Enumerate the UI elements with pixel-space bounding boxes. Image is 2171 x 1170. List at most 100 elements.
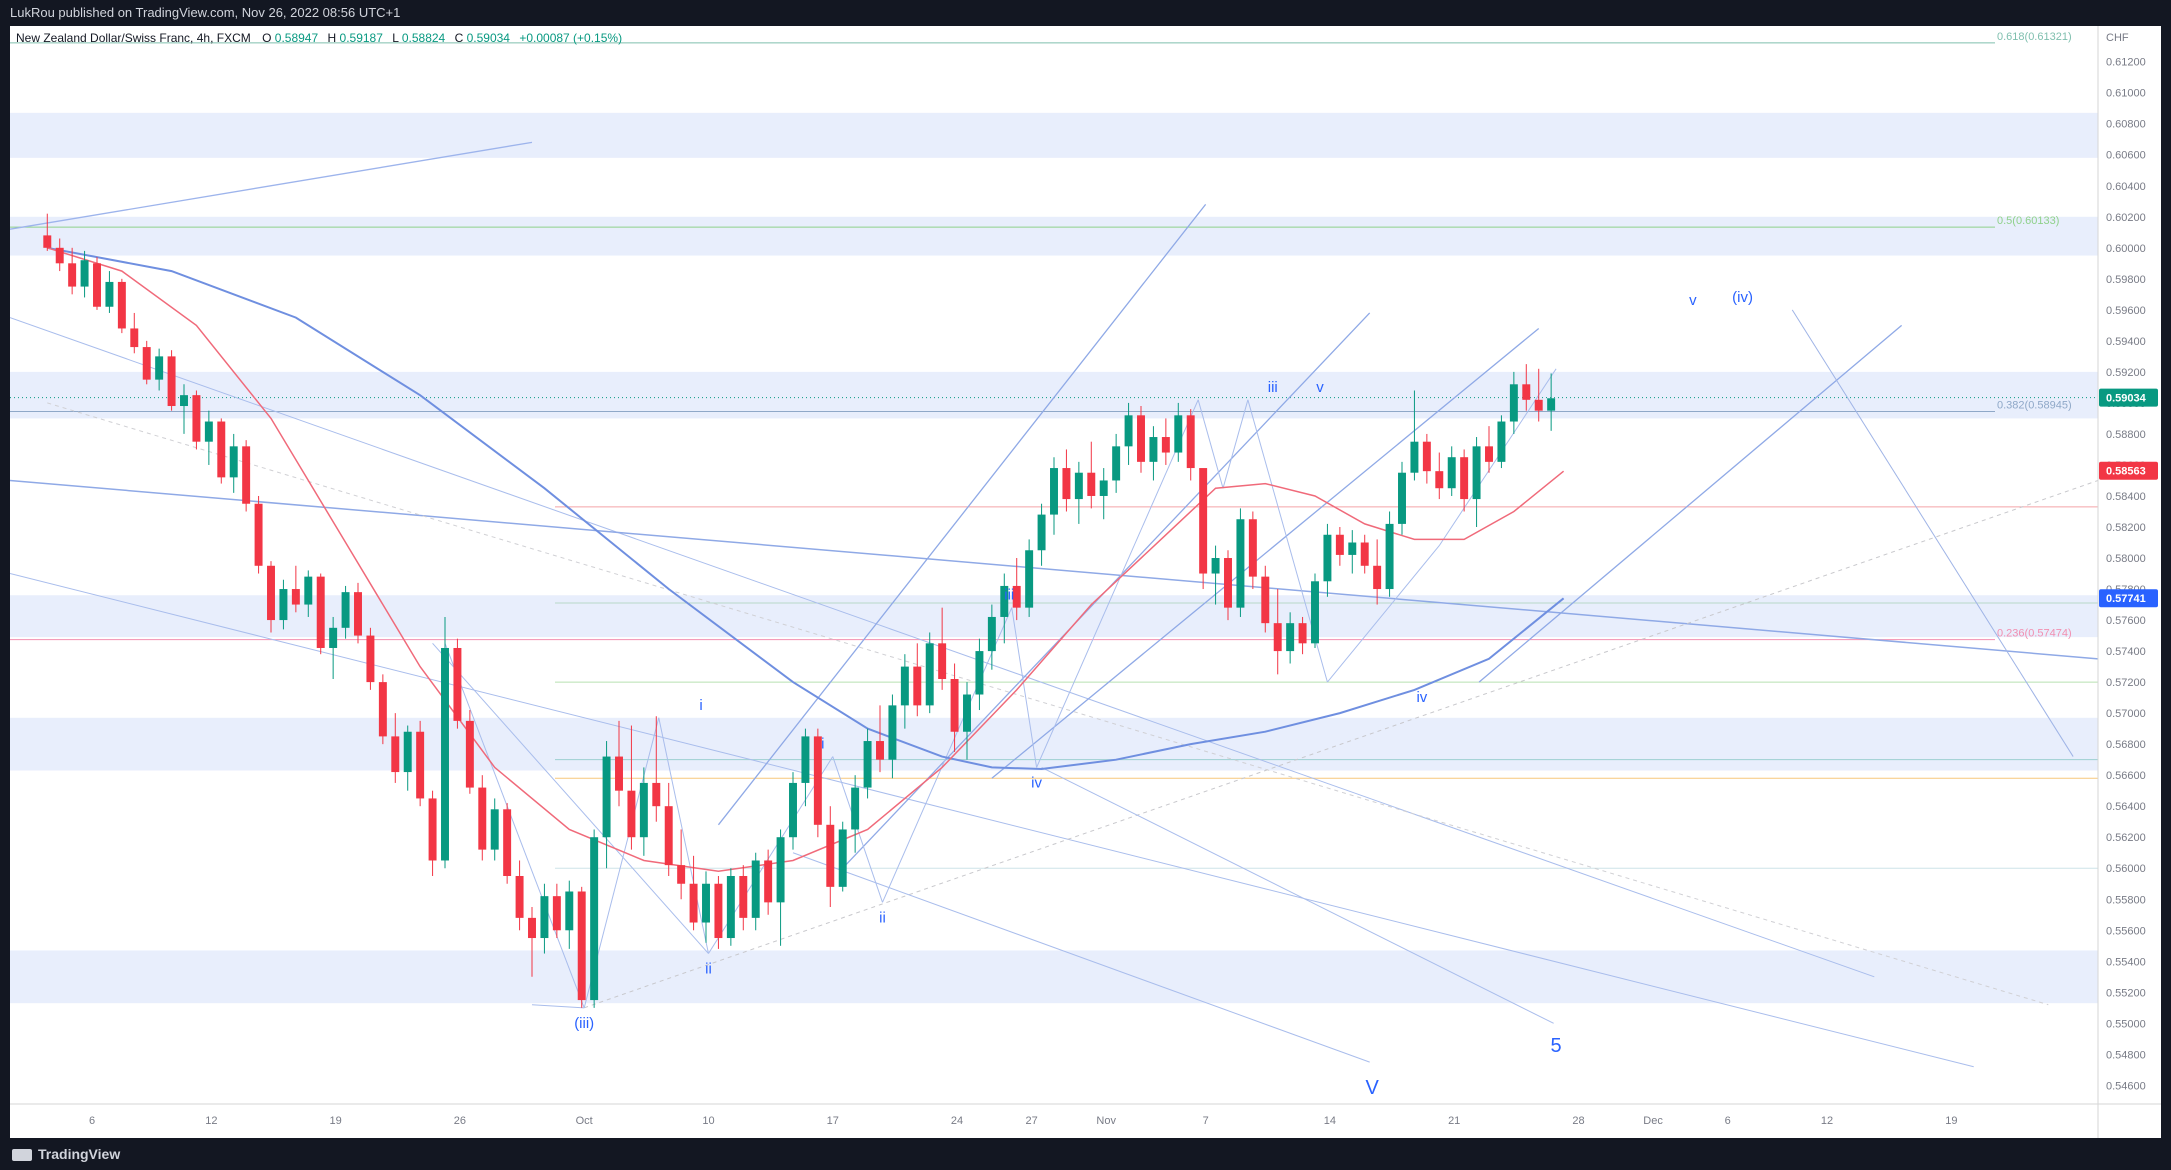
candle-body (528, 917, 536, 939)
candle-body (416, 731, 425, 799)
candle-body (217, 421, 226, 478)
candle-body (1037, 514, 1046, 551)
candles (43, 213, 1556, 1008)
candle-body (1385, 523, 1394, 590)
candle-body (1447, 457, 1456, 489)
candle-body (329, 627, 338, 648)
x-tick-label: 26 (454, 1115, 466, 1127)
price-tag (2099, 589, 2158, 608)
trendline (1222, 399, 1249, 489)
candle-body (441, 647, 449, 861)
y-tick-label: 0.61200 (2106, 57, 2146, 69)
y-tick-label: 0.59600 (2106, 305, 2146, 317)
candle-body (1373, 565, 1382, 590)
price-tag-label: 0.57741 (2106, 593, 2146, 605)
wave-label: iv (1031, 774, 1042, 791)
trendline (1011, 607, 1038, 768)
y-tick-label: 0.59800 (2106, 274, 2146, 286)
candle-body (789, 782, 797, 838)
trendline (432, 642, 709, 954)
wave-label: i (699, 697, 702, 714)
candle-body (590, 837, 599, 1001)
supply-demand-zones (10, 112, 2098, 1004)
y-tick-label: 0.60000 (2106, 243, 2146, 255)
symbol-name: New Zealand Dollar/Swiss Franc, 4h, FXCM (16, 31, 251, 45)
candle-body (130, 328, 139, 348)
moving-average-blue (47, 246, 1565, 771)
candle-body (1211, 558, 1220, 574)
publisher-text: LukRou published on TradingView.com, Nov… (10, 5, 401, 20)
candle-body (167, 356, 176, 407)
x-tick-label: 7 (1203, 1115, 1209, 1127)
candle-body (1335, 534, 1344, 555)
x-tick-label: 28 (1572, 1115, 1584, 1127)
y-tick-label: 0.55800 (2106, 894, 2146, 906)
y-tick-label: 0.60200 (2106, 212, 2146, 224)
candle-body (465, 720, 474, 788)
candle-body (764, 860, 773, 903)
trendline (531, 1004, 585, 1009)
tradingview-logo-icon (12, 1149, 32, 1162)
candle-body (117, 281, 126, 329)
candle-body (615, 756, 623, 791)
candle-body (1348, 542, 1357, 555)
high-value: 0.59187 (340, 31, 384, 45)
candle-body (43, 235, 52, 248)
open-value: 0.58947 (275, 31, 319, 45)
candle-body (1509, 384, 1518, 422)
trendline (717, 203, 1207, 826)
low-value: 0.58824 (402, 31, 446, 45)
price-axis-bg (2098, 26, 2161, 1138)
candle-body (80, 260, 89, 287)
symbol-legend: New Zealand Dollar/Swiss Franc, 4h, FXCM… (16, 31, 622, 45)
candle-body (987, 616, 996, 652)
candle-body (1124, 415, 1133, 447)
open-label: O (262, 31, 271, 45)
candle-body (142, 347, 151, 380)
zone-rect (10, 216, 2098, 256)
candle-body (341, 592, 350, 628)
candle-body (925, 643, 934, 706)
tradingview-logo[interactable]: TradingView (12, 1138, 120, 1170)
price-chart[interactable]: 0.618(0.61321) 0.5(0.60133) 0.382(0.58945)… (9, 26, 2161, 1138)
candle-body (354, 592, 362, 636)
y-tick-label: 0.56000 (2106, 863, 2146, 875)
trendline (1197, 399, 1224, 489)
candle-body (105, 281, 114, 307)
tradingview-brand: TradingView (38, 1146, 121, 1162)
y-tick-label: 0.57600 (2106, 615, 2146, 627)
y-tick-label: 0.54600 (2106, 1080, 2146, 1092)
candle-body (1236, 519, 1245, 608)
x-tick-label: Dec (1643, 1115, 1663, 1127)
candle-body (229, 446, 238, 478)
x-tick-label: 19 (330, 1115, 342, 1127)
x-tick-label: 17 (827, 1115, 839, 1127)
candle-body (1398, 472, 1406, 524)
currency-label: CHF (2106, 32, 2129, 44)
wave-label: i (821, 736, 824, 753)
candle-body (1261, 576, 1270, 624)
candle-body (1137, 415, 1145, 462)
y-tick-label: 0.60400 (2106, 181, 2146, 193)
wave-label: ii (705, 961, 712, 978)
candle-body (490, 809, 499, 850)
y-tick-label: 0.57200 (2106, 677, 2146, 689)
candle-body (93, 263, 101, 307)
candle-body (1422, 441, 1431, 472)
trendline (1036, 399, 1199, 768)
candle-body (776, 837, 785, 903)
candle-body (279, 589, 288, 621)
close-value: 0.59034 (467, 31, 511, 45)
candle-body (1099, 480, 1108, 496)
candle-body (565, 891, 574, 931)
x-tick-label: 14 (1324, 1115, 1336, 1127)
candle-body (1087, 472, 1096, 496)
trendline (9, 573, 1974, 1068)
candle-body (540, 896, 549, 939)
y-tick-label: 0.58400 (2106, 491, 2146, 503)
candle-body (1224, 558, 1232, 608)
candle-body (702, 883, 710, 923)
y-tick-label: 0.59200 (2106, 367, 2146, 379)
candle-body (1360, 542, 1369, 566)
y-tick-label: 0.55200 (2106, 987, 2146, 999)
